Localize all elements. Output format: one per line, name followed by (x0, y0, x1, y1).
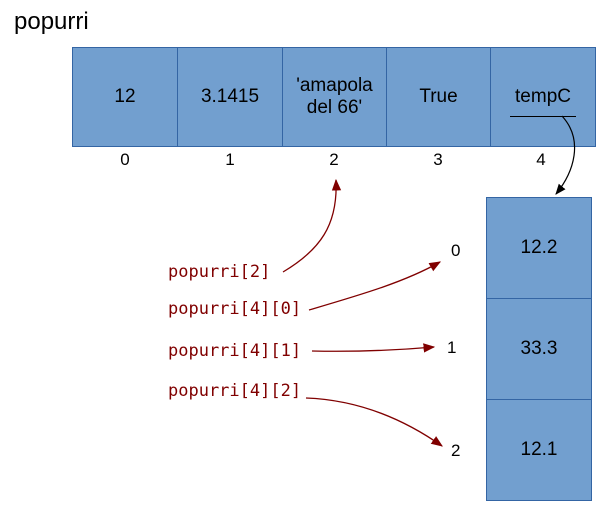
arrow-popurri-4-1 (311, 343, 436, 353)
diagram-title: popurri (14, 8, 89, 35)
sublist-index-0: 0 (451, 241, 461, 260)
sublist-cell-0: 12.2 (486, 197, 592, 299)
sublist-cell-2: 12.1 (486, 399, 592, 501)
arrow-popurri-4-0 (308, 261, 442, 311)
list-index-0: 0 (120, 150, 130, 169)
sublist-index-2: 2 (451, 441, 461, 460)
tempc-underline (510, 116, 576, 117)
arrow-popurri-4-2 (305, 397, 443, 447)
list-cell-3: True (386, 47, 491, 147)
expression-popurri-4-1: popurri[4][1] (168, 341, 302, 361)
sublist-index-1: 1 (447, 338, 457, 357)
sublist-cell-1: 33.3 (486, 298, 592, 400)
pointer-arrow-tempc (555, 115, 576, 195)
list-index-4: 4 (536, 150, 546, 169)
list-cell-2: 'amapola del 66' (282, 47, 387, 147)
arrow-popurri-2 (282, 178, 342, 273)
list-index-2: 2 (329, 150, 339, 169)
expression-popurri-2: popurri[2] (168, 262, 271, 282)
list-cell-4: tempC (490, 47, 596, 147)
expression-popurri-4-2: popurri[4][2] (168, 381, 302, 401)
list-index-3: 3 (433, 150, 443, 169)
expression-popurri-4-0: popurri[4][0] (168, 299, 302, 319)
list-cell-0: 12 (72, 47, 178, 147)
list-index-1: 1 (225, 150, 235, 169)
